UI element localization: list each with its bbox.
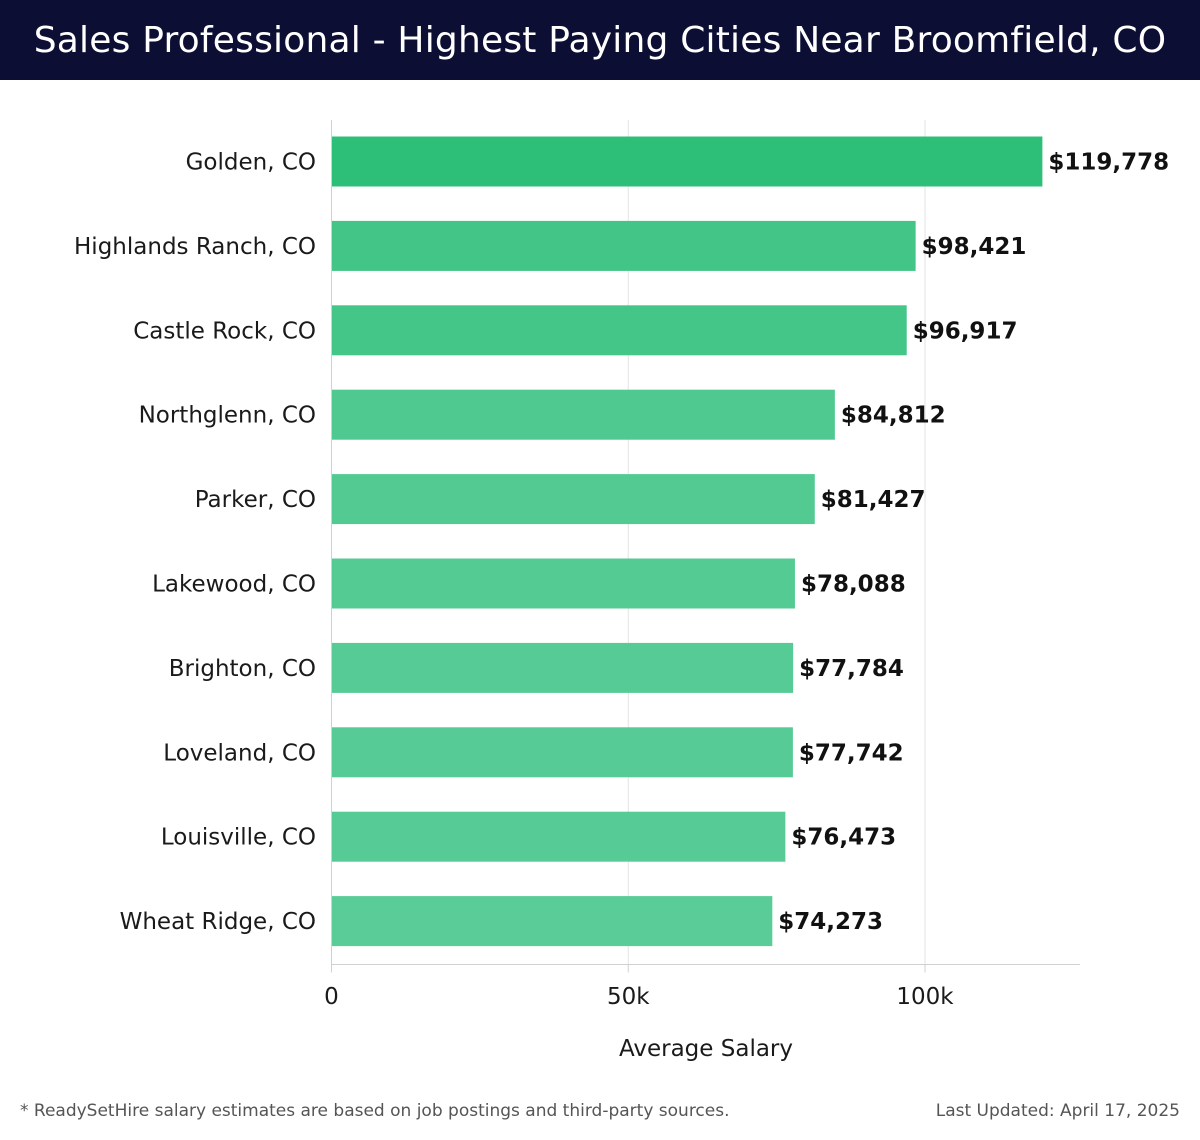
data-label-7: $77,784	[799, 656, 904, 682]
labels: Golden, CO $119,778 Highlands Ranch, CO $98…	[74, 150, 1169, 1063]
salary-bar-chart: Golden, CO $119,778 Highlands Ranch, CO $98…	[74, 120, 1169, 1063]
bar-8	[331, 727, 793, 778]
category-label-10: Wheat Ridge, CO	[120, 909, 316, 935]
footer-last-updated: Last Updated: April 17, 2025	[935, 1101, 1180, 1121]
data-label-4: $84,812	[841, 403, 946, 429]
category-label-4: Northglenn, CO	[139, 403, 316, 429]
chart-header: Sales Professional - Highest Paying Citi…	[0, 0, 1200, 80]
bar-5	[331, 474, 815, 525]
category-label-8: Loveland, CO	[163, 740, 316, 766]
data-label-2: $98,421	[922, 234, 1027, 260]
data-label-5: $81,427	[821, 487, 926, 513]
data-label-9: $76,473	[791, 825, 896, 851]
footer-disclaimer: * ReadySetHire salary estimates are base…	[20, 1101, 730, 1121]
category-label-1: Golden, CO	[186, 150, 316, 176]
bar-1	[331, 136, 1043, 187]
bar-10	[331, 896, 773, 947]
x-tick-label-0: 0	[324, 984, 339, 1010]
category-label-7: Brighton, CO	[169, 656, 316, 682]
data-label-1: $119,778	[1048, 150, 1169, 176]
data-label-10: $74,273	[778, 909, 883, 935]
chart-title: Sales Professional - Highest Paying Citi…	[33, 19, 1167, 61]
category-label-2: Highlands Ranch, CO	[74, 234, 316, 260]
bar-3	[331, 305, 907, 356]
category-label-6: Lakewood, CO	[152, 572, 316, 598]
axes	[331, 120, 1080, 973]
bar-7	[331, 642, 794, 693]
data-label-6: $78,088	[801, 572, 906, 598]
x-tick-label-2: 100k	[896, 984, 954, 1010]
bar-6	[331, 558, 795, 609]
x-tick-label-1: 50k	[607, 984, 650, 1010]
bar-2	[331, 220, 916, 271]
data-label-3: $96,917	[913, 318, 1018, 344]
data-label-8: $77,742	[799, 740, 904, 766]
x-axis-title: Average Salary	[619, 1036, 793, 1062]
category-label-3: Castle Rock, CO	[133, 318, 316, 344]
bar-4	[331, 389, 835, 440]
category-label-9: Louisville, CO	[161, 825, 316, 851]
bars	[331, 136, 1043, 947]
bar-9	[331, 811, 786, 862]
category-label-5: Parker, CO	[195, 487, 316, 513]
